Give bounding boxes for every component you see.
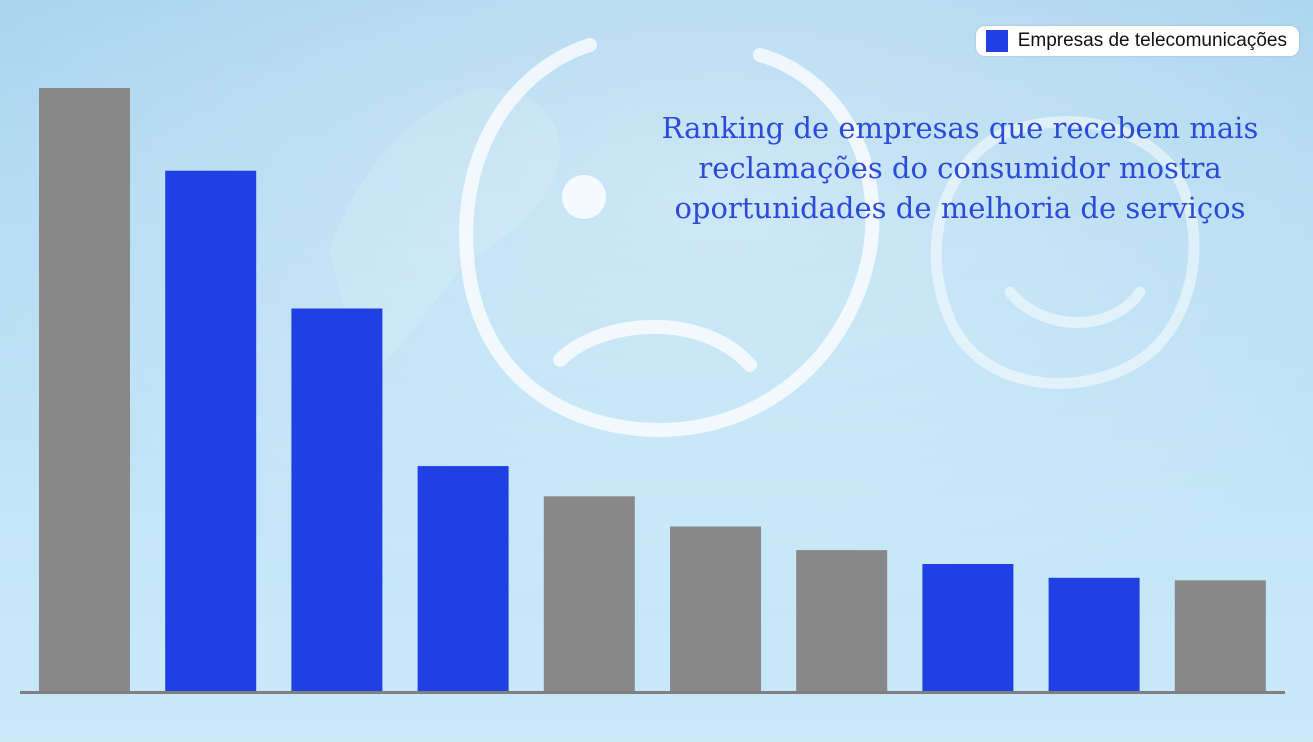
bar-1 [39, 88, 130, 692]
bar-6 [670, 526, 761, 692]
bar-7 [796, 550, 888, 692]
bar-10 [1174, 580, 1266, 692]
sad-face-icon [459, 38, 880, 438]
bar-5 [543, 496, 635, 692]
bar-4 [417, 466, 509, 692]
legend-swatch [985, 30, 1008, 52]
bar-9 [1048, 577, 1140, 692]
bar-8 [922, 564, 1014, 692]
legend-label: Empresas de telecomunicações [1017, 30, 1287, 51]
legend: Empresas de telecomunicações [975, 26, 1299, 56]
bar-2 [165, 170, 257, 692]
chart-title: Ranking de empresas que recebem mais rec… [661, 111, 1259, 225]
happy-face-icon [930, 116, 1200, 389]
sad-face-eye-icon [562, 175, 606, 219]
bar-3 [291, 308, 383, 692]
